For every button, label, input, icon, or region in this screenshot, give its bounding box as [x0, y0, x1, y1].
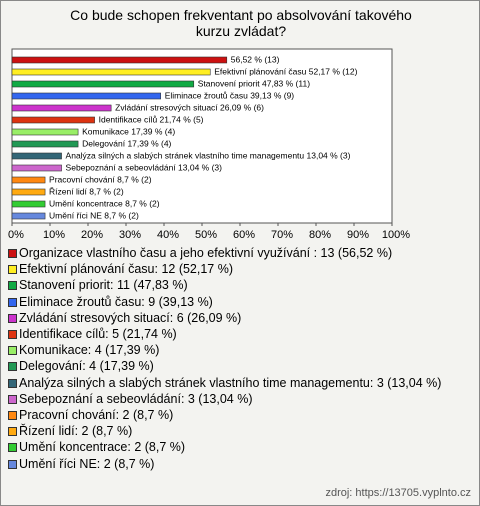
x-tick-label: 20%: [81, 229, 103, 241]
legend-label: Umění říci NE: 2 (8,7 %): [19, 456, 155, 471]
legend-swatch: [8, 427, 17, 437]
legend-swatch: [8, 249, 17, 258]
legend-label: Sebepoznání a sebeovládání: 3 (13,04 %): [19, 391, 253, 406]
legend-label: Eliminace žroutů času: 9 (39,13 %): [19, 294, 213, 309]
bar: [11, 188, 46, 196]
legend-swatch: [8, 411, 17, 421]
bar: [11, 68, 211, 76]
legend-swatch: [8, 459, 17, 469]
legend-swatch: [8, 346, 17, 356]
legend-label: Delegování: 4 (17,39 %): [19, 359, 154, 374]
x-tick-label: 60%: [233, 229, 255, 241]
chart-title: Co bude schopen frekventant po absolvová…: [70, 7, 412, 39]
legend-item: Organizace vlastního času a jeho efektiv…: [8, 245, 470, 261]
source: zdroj: https://13705.vyplnto.cz: [325, 487, 471, 499]
value-label: Identifikace cílů 21,74 % (5): [99, 114, 204, 124]
bar: [11, 104, 112, 112]
legend-swatch: [8, 378, 17, 388]
x-tick-label: 0%: [8, 229, 24, 241]
bar: [11, 116, 95, 124]
plot-area: [11, 48, 393, 224]
legend-swatch: [8, 443, 17, 453]
legend-item: Identifikace cílů: 5 (21,74 %): [8, 326, 470, 342]
legend-swatch: [8, 265, 17, 275]
bar: [11, 212, 46, 220]
value-label: Delegování 17,39 % (4): [82, 138, 171, 148]
x-tick-label: 30%: [119, 229, 141, 241]
legend-swatch: [8, 330, 17, 340]
bar: [11, 128, 79, 136]
legend-item: Komunikace: 4 (17,39 %): [8, 342, 470, 358]
legend-label: Identifikace cílů: 5 (21,74 %): [19, 327, 177, 342]
x-tick-label: 50%: [195, 229, 217, 241]
value-label: Efektivní plánování času 52,17 % (12): [214, 66, 357, 76]
legend-item: Umění říci NE: 2 (8,7 %): [8, 456, 470, 472]
value-label: 56,52 % (13): [231, 54, 280, 64]
value-label: Sebepoznání a sebeovládání 13,04 % (3): [66, 162, 223, 172]
value-label: Stanovení priorit 47,83 % (11): [198, 78, 310, 88]
legend-label: Řízení lidí: 2 (8,7 %): [19, 424, 133, 439]
value-label: Analýza silných a slabých stránek vlastn…: [66, 150, 351, 160]
legend-label: Analýza silných a slabých stránek vlastn…: [19, 375, 442, 390]
legend-item: Řízení lidí: 2 (8,7 %): [8, 423, 470, 439]
legend-label: Umění koncentrace: 2 (8,7 %): [19, 440, 186, 455]
legend-label: Zvládání stresových situací: 6 (26,09 %): [19, 310, 242, 325]
legend-swatch: [8, 313, 17, 323]
x-tick-label: 90%: [347, 229, 369, 241]
value-label: Zvládání stresových situací 26,09 % (6): [115, 102, 264, 112]
value-label: Řízení lidí 8,7 % (2): [49, 186, 124, 196]
legend-item: Zvládání stresových situací: 6 (26,09 %): [8, 310, 470, 326]
legend-swatch: [8, 281, 17, 291]
x-tick-label: 100%: [382, 229, 410, 241]
bar: [11, 140, 79, 148]
plot: 0% 10% 20% 30% 40% 50% 60% 70% 80% 90% 100% 56,52 %…: [8, 48, 410, 241]
x-tick-label: 80%: [309, 229, 331, 241]
legend-swatch: [8, 362, 17, 372]
bar: [11, 92, 161, 100]
legend-swatch: [8, 297, 17, 307]
value-label: Umění koncentrace 8,7 % (2): [49, 198, 160, 208]
legend-swatch: [8, 394, 17, 404]
legend-item: Pracovní chování: 2 (8,7 %): [8, 407, 470, 423]
value-label: Komunikace 17,39 % (4): [82, 126, 175, 136]
value-label: Eliminace žroutů času 39,13 % (9): [165, 90, 295, 100]
bar: [11, 152, 62, 160]
value-label: Umění říci NE 8,7 % (2): [49, 210, 139, 220]
legend-item: Umění koncentrace: 2 (8,7 %): [8, 439, 470, 455]
bar: [11, 176, 46, 184]
legend: Organizace vlastního času a jeho efektiv…: [8, 245, 470, 472]
legend-label: Efektivní plánování času: 12 (52,17 %): [19, 262, 234, 277]
legend-label: Pracovní chování: 2 (8,7 %): [19, 408, 174, 423]
bar: [11, 164, 62, 172]
x-tick-label: 70%: [271, 229, 293, 241]
legend-item: Efektivní plánování času: 12 (52,17 %): [8, 261, 470, 277]
legend-label: Organizace vlastního času a jeho efektiv…: [19, 246, 393, 260]
legend-label: Komunikace: 4 (17,39 %): [19, 343, 160, 358]
legend-item: Eliminace žroutů času: 9 (39,13 %): [8, 294, 470, 310]
bar: [11, 80, 195, 88]
legend-item: Sebepoznání a sebeovládání: 3 (13,04 %): [8, 391, 470, 407]
legend-label: Stanovení priorit: 11 (47,83 %): [19, 278, 188, 293]
legend-item: Stanovení priorit: 11 (47,83 %): [8, 277, 470, 293]
x-tick-label: 10%: [43, 229, 65, 241]
legend-item: Analýza silných a slabých stránek vlastn…: [8, 375, 470, 391]
value-label: Pracovní chování 8,7 % (2): [49, 174, 152, 184]
bar: [11, 200, 46, 208]
legend-item: Delegování: 4 (17,39 %): [8, 358, 470, 374]
x-tick-label: 40%: [157, 229, 179, 241]
bar: [11, 56, 228, 64]
